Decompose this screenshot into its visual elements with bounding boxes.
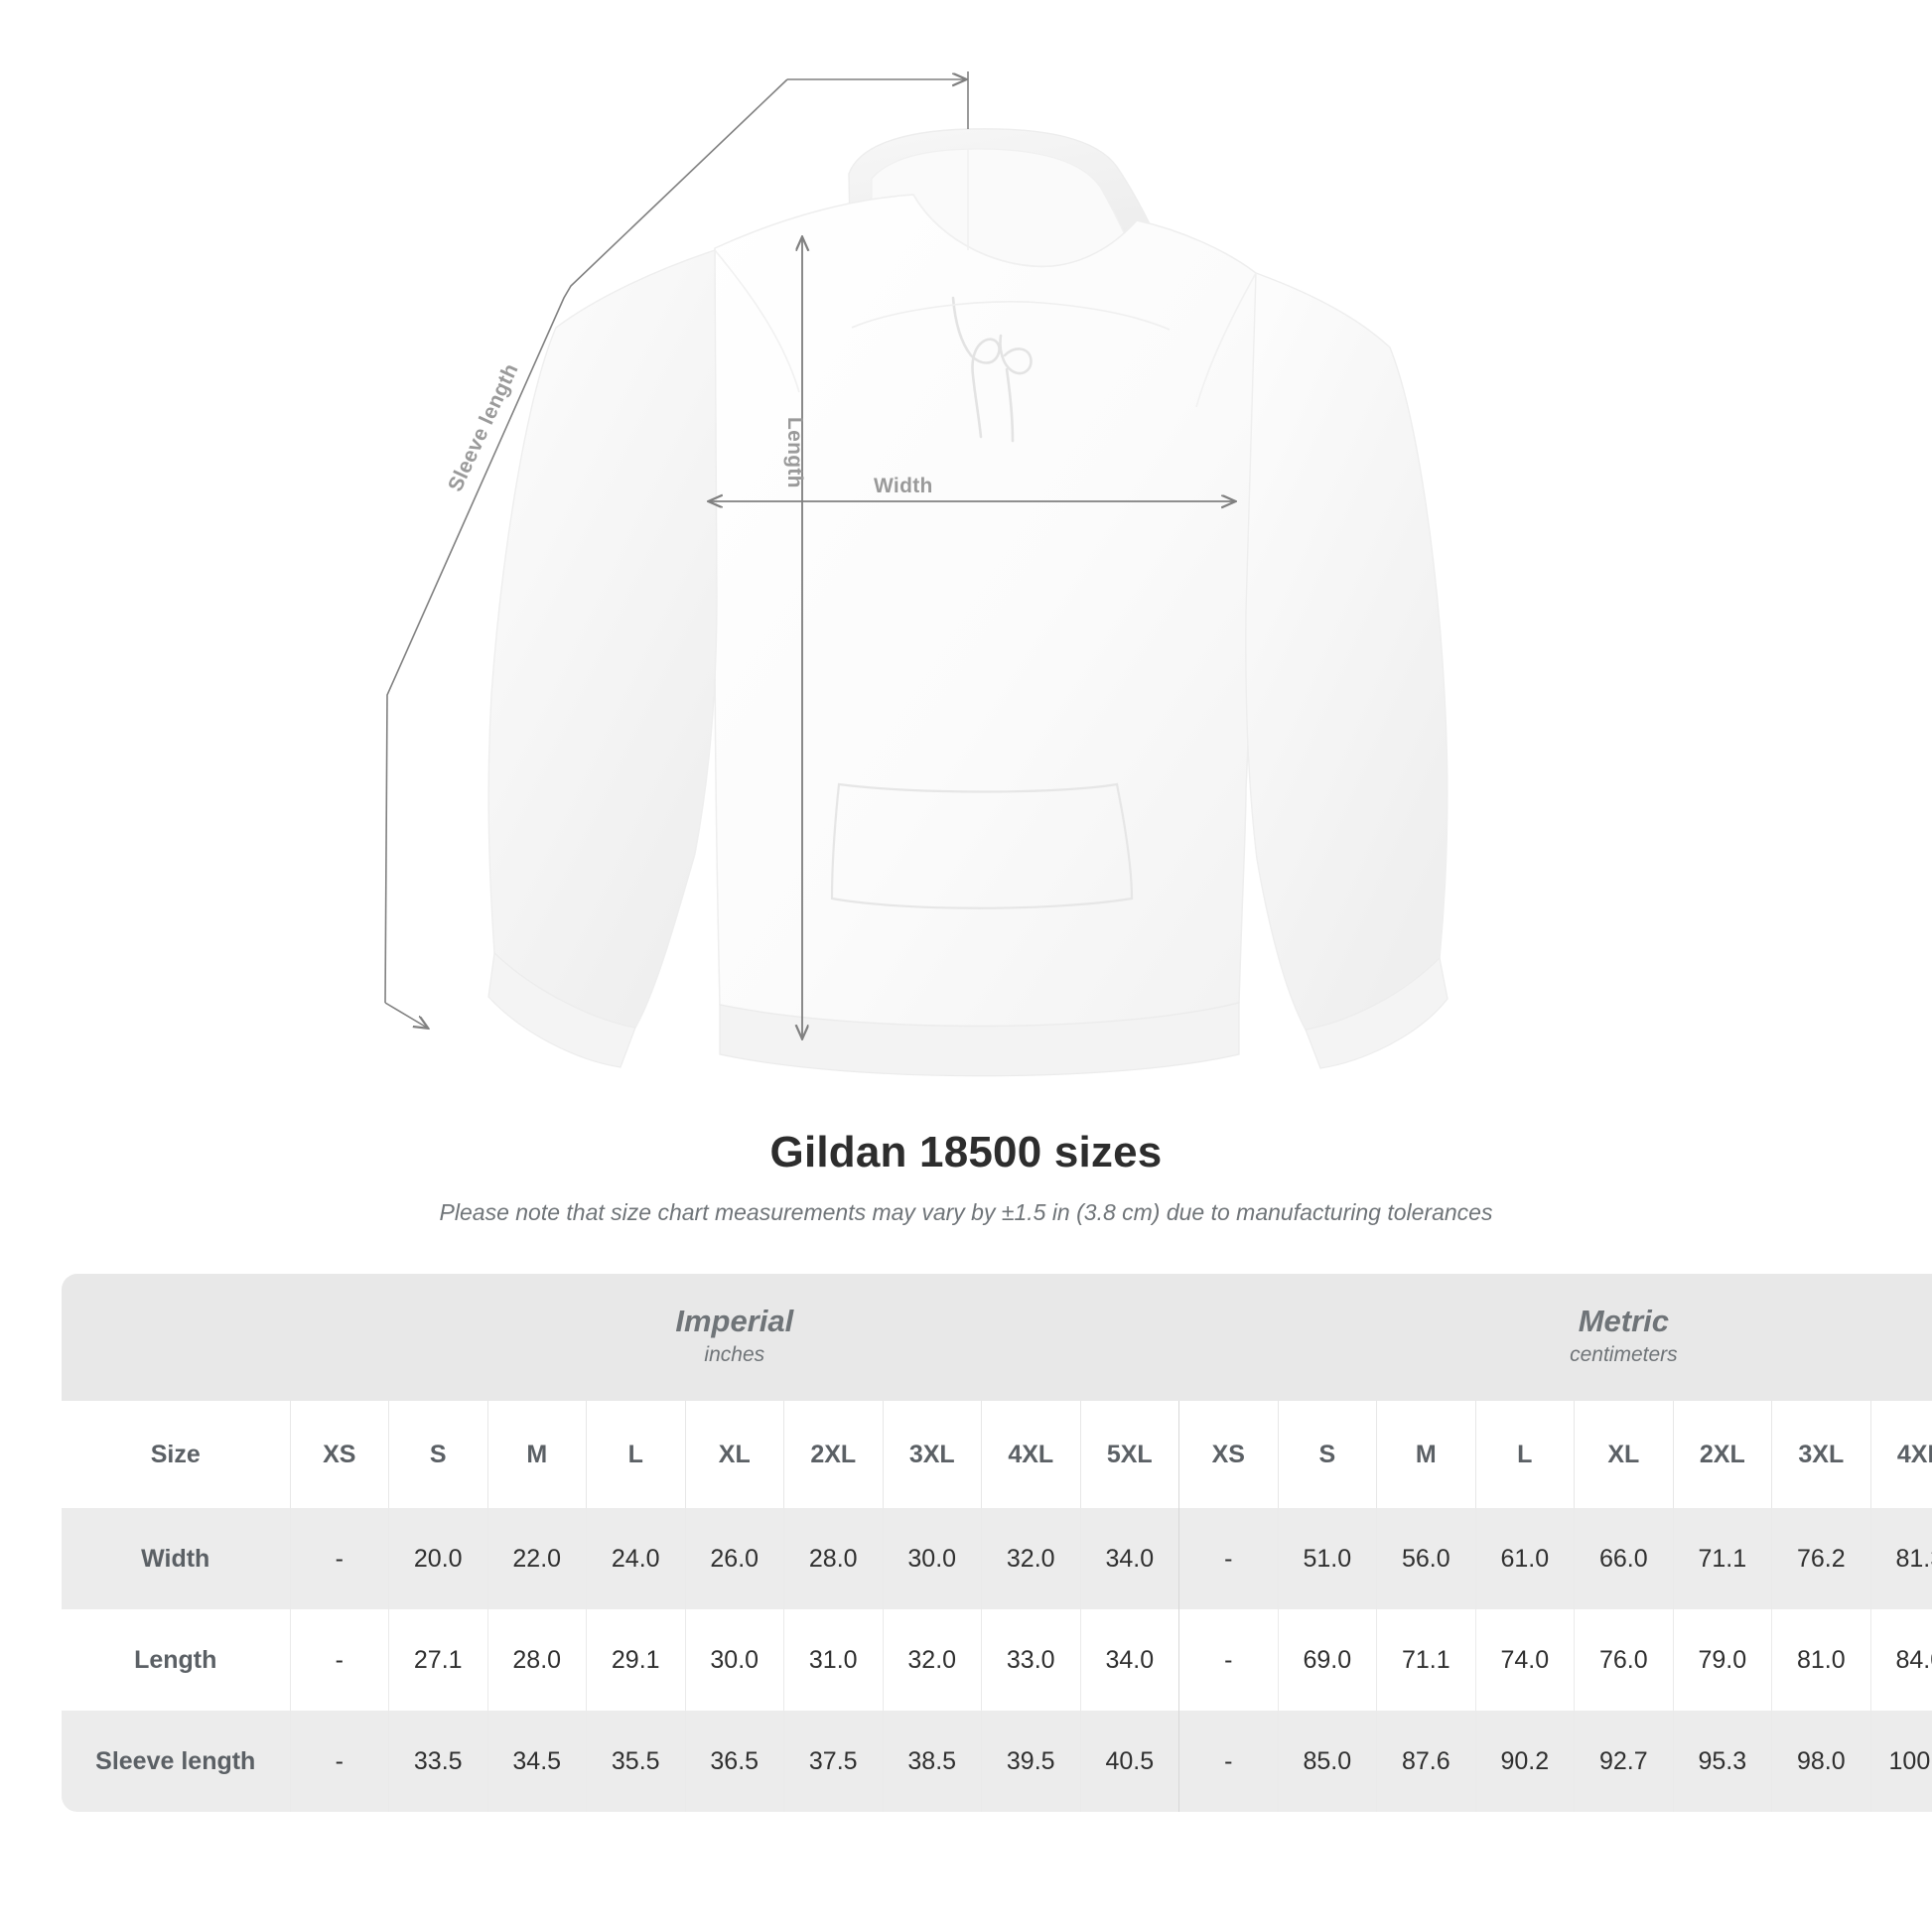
cell-width-imperial-5xl: 34.0 (1079, 1508, 1179, 1609)
cell-sleeve-imperial-4xl: 39.5 (981, 1711, 1080, 1812)
cell-width-imperial-4xl: 32.0 (981, 1508, 1080, 1609)
cell-width-imperial-xl: 26.0 (684, 1508, 784, 1609)
cell-sleeve-imperial-5xl: 40.5 (1079, 1711, 1179, 1812)
cell-length-metric-3xl: 81.0 (1771, 1609, 1871, 1711)
size-header-imperial-xl: XL (684, 1401, 784, 1508)
page-title: Gildan 18500 sizes (769, 1128, 1163, 1176)
cell-length-imperial-xl: 30.0 (684, 1609, 784, 1711)
size-header-imperial-5xl: 5XL (1079, 1401, 1179, 1508)
size-header-imperial-3xl: 3XL (882, 1401, 982, 1508)
cell-length-imperial-l: 29.1 (586, 1609, 685, 1711)
unit-group-metric-sub: centimeters (1570, 1343, 1678, 1367)
cell-length-metric-s: 69.0 (1277, 1609, 1377, 1711)
cell-width-metric-m: 56.0 (1376, 1508, 1476, 1609)
row-label-length: Length (62, 1609, 290, 1711)
cell-length-imperial-3xl: 32.0 (882, 1609, 982, 1711)
garment-illustration: Length Width Sleeve length (384, 71, 1449, 1077)
cell-length-imperial-xs: - (289, 1609, 389, 1711)
cell-sleeve-metric-4xl: 100.3 (1869, 1711, 1932, 1812)
cell-sleeve-imperial-s: 33.5 (388, 1711, 487, 1812)
size-table-wrapper: Imperial inches Metric centimeters Size … (62, 1274, 1932, 1812)
cell-width-imperial-s: 20.0 (388, 1508, 487, 1609)
cell-sleeve-metric-2xl: 95.3 (1672, 1711, 1772, 1812)
size-chart-table: Imperial inches Metric centimeters Size … (62, 1274, 1932, 1812)
tolerance-note: Please note that size chart measurements… (439, 1199, 1493, 1225)
cell-width-metric-3xl: 76.2 (1771, 1508, 1871, 1609)
cell-length-metric-xs: - (1178, 1609, 1279, 1711)
cell-length-metric-l: 74.0 (1474, 1609, 1575, 1711)
cell-width-imperial-m: 22.0 (486, 1508, 587, 1609)
unit-group-imperial: Imperial inches (290, 1274, 1179, 1401)
cell-width-metric-l: 61.0 (1474, 1508, 1575, 1609)
table-row: Sleeve length - 33.5 34.5 35.5 36.5 37.5… (62, 1711, 1932, 1812)
cell-sleeve-metric-s: 85.0 (1277, 1711, 1377, 1812)
cell-width-metric-xl: 66.0 (1574, 1508, 1674, 1609)
cell-width-imperial-xs: - (289, 1508, 389, 1609)
size-header-imperial-4xl: 4XL (981, 1401, 1080, 1508)
size-header-metric-m: M (1376, 1401, 1476, 1508)
unit-group-imperial-sub: inches (704, 1343, 765, 1367)
cell-sleeve-imperial-m: 34.5 (486, 1711, 587, 1812)
size-header-metric-3xl: 3XL (1771, 1401, 1871, 1508)
cell-sleeve-metric-3xl: 98.0 (1771, 1711, 1871, 1812)
cell-length-metric-4xl: 84.0 (1869, 1609, 1932, 1711)
size-header-metric-s: S (1277, 1401, 1377, 1508)
table-row: Width - 20.0 22.0 24.0 26.0 28.0 30.0 32… (62, 1508, 1932, 1609)
cell-width-imperial-2xl: 28.0 (783, 1508, 883, 1609)
size-header-metric-2xl: 2XL (1672, 1401, 1772, 1508)
cell-sleeve-metric-m: 87.6 (1376, 1711, 1476, 1812)
size-header-imperial-xs: XS (289, 1401, 389, 1508)
table-row: Length - 27.1 28.0 29.1 30.0 31.0 32.0 3… (62, 1609, 1932, 1711)
cell-sleeve-metric-xs: - (1178, 1711, 1279, 1812)
cell-width-metric-4xl: 81.3 (1869, 1508, 1932, 1609)
size-header-metric-xl: XL (1574, 1401, 1674, 1508)
cell-length-imperial-m: 28.0 (486, 1609, 587, 1711)
size-header-metric-4xl: 4XL (1869, 1401, 1932, 1508)
sleeve-length-dimension (384, 71, 969, 1028)
hoodie-diagram-svg (384, 71, 1449, 1077)
size-header-row: Size XS S M L XL 2XL 3XL 4XL 5XL XS S M … (62, 1401, 1932, 1508)
size-header-imperial-2xl: 2XL (783, 1401, 883, 1508)
cell-sleeve-imperial-xs: - (289, 1711, 389, 1812)
cell-sleeve-imperial-l: 35.5 (586, 1711, 685, 1812)
hoodie-graphic (487, 128, 1449, 1077)
cell-length-imperial-4xl: 33.0 (981, 1609, 1080, 1711)
cell-length-imperial-s: 27.1 (388, 1609, 487, 1711)
width-dimension-label: Width (874, 475, 933, 497)
cell-sleeve-metric-xl: 92.7 (1574, 1711, 1674, 1812)
cell-sleeve-metric-l: 90.2 (1474, 1711, 1575, 1812)
cell-sleeve-imperial-3xl: 38.5 (882, 1711, 982, 1812)
cell-length-imperial-5xl: 34.0 (1079, 1609, 1179, 1711)
cell-length-metric-m: 71.1 (1376, 1609, 1476, 1711)
cell-width-imperial-l: 24.0 (586, 1508, 685, 1609)
cell-width-metric-2xl: 71.1 (1672, 1508, 1772, 1609)
cell-length-imperial-2xl: 31.0 (783, 1609, 883, 1711)
cell-length-metric-xl: 76.0 (1574, 1609, 1674, 1711)
length-dimension-label: Length (783, 417, 806, 488)
cell-sleeve-imperial-2xl: 37.5 (783, 1711, 883, 1812)
unit-group-metric-name: Metric (1578, 1304, 1670, 1339)
size-header-imperial-s: S (388, 1401, 487, 1508)
title-block: Gildan 18500 sizes Please note that size… (0, 1128, 1932, 1226)
cell-width-metric-xs: - (1178, 1508, 1279, 1609)
size-header-metric-l: L (1474, 1401, 1575, 1508)
unit-banner-row: Imperial inches Metric centimeters (62, 1274, 1932, 1401)
size-header-imperial-m: M (486, 1401, 587, 1508)
size-header-imperial-l: L (586, 1401, 685, 1508)
cell-width-metric-s: 51.0 (1277, 1508, 1377, 1609)
unit-banner-spacer (62, 1274, 290, 1401)
cell-length-metric-2xl: 79.0 (1672, 1609, 1772, 1711)
row-label-sleeve-length: Sleeve length (62, 1711, 290, 1812)
unit-group-metric: Metric centimeters (1178, 1274, 1932, 1401)
cell-sleeve-imperial-xl: 36.5 (684, 1711, 784, 1812)
unit-group-imperial-name: Imperial (675, 1304, 794, 1339)
size-header-metric-xs: XS (1178, 1401, 1279, 1508)
size-header-label: Size (62, 1401, 290, 1508)
cell-width-imperial-3xl: 30.0 (882, 1508, 982, 1609)
row-label-width: Width (62, 1508, 290, 1609)
